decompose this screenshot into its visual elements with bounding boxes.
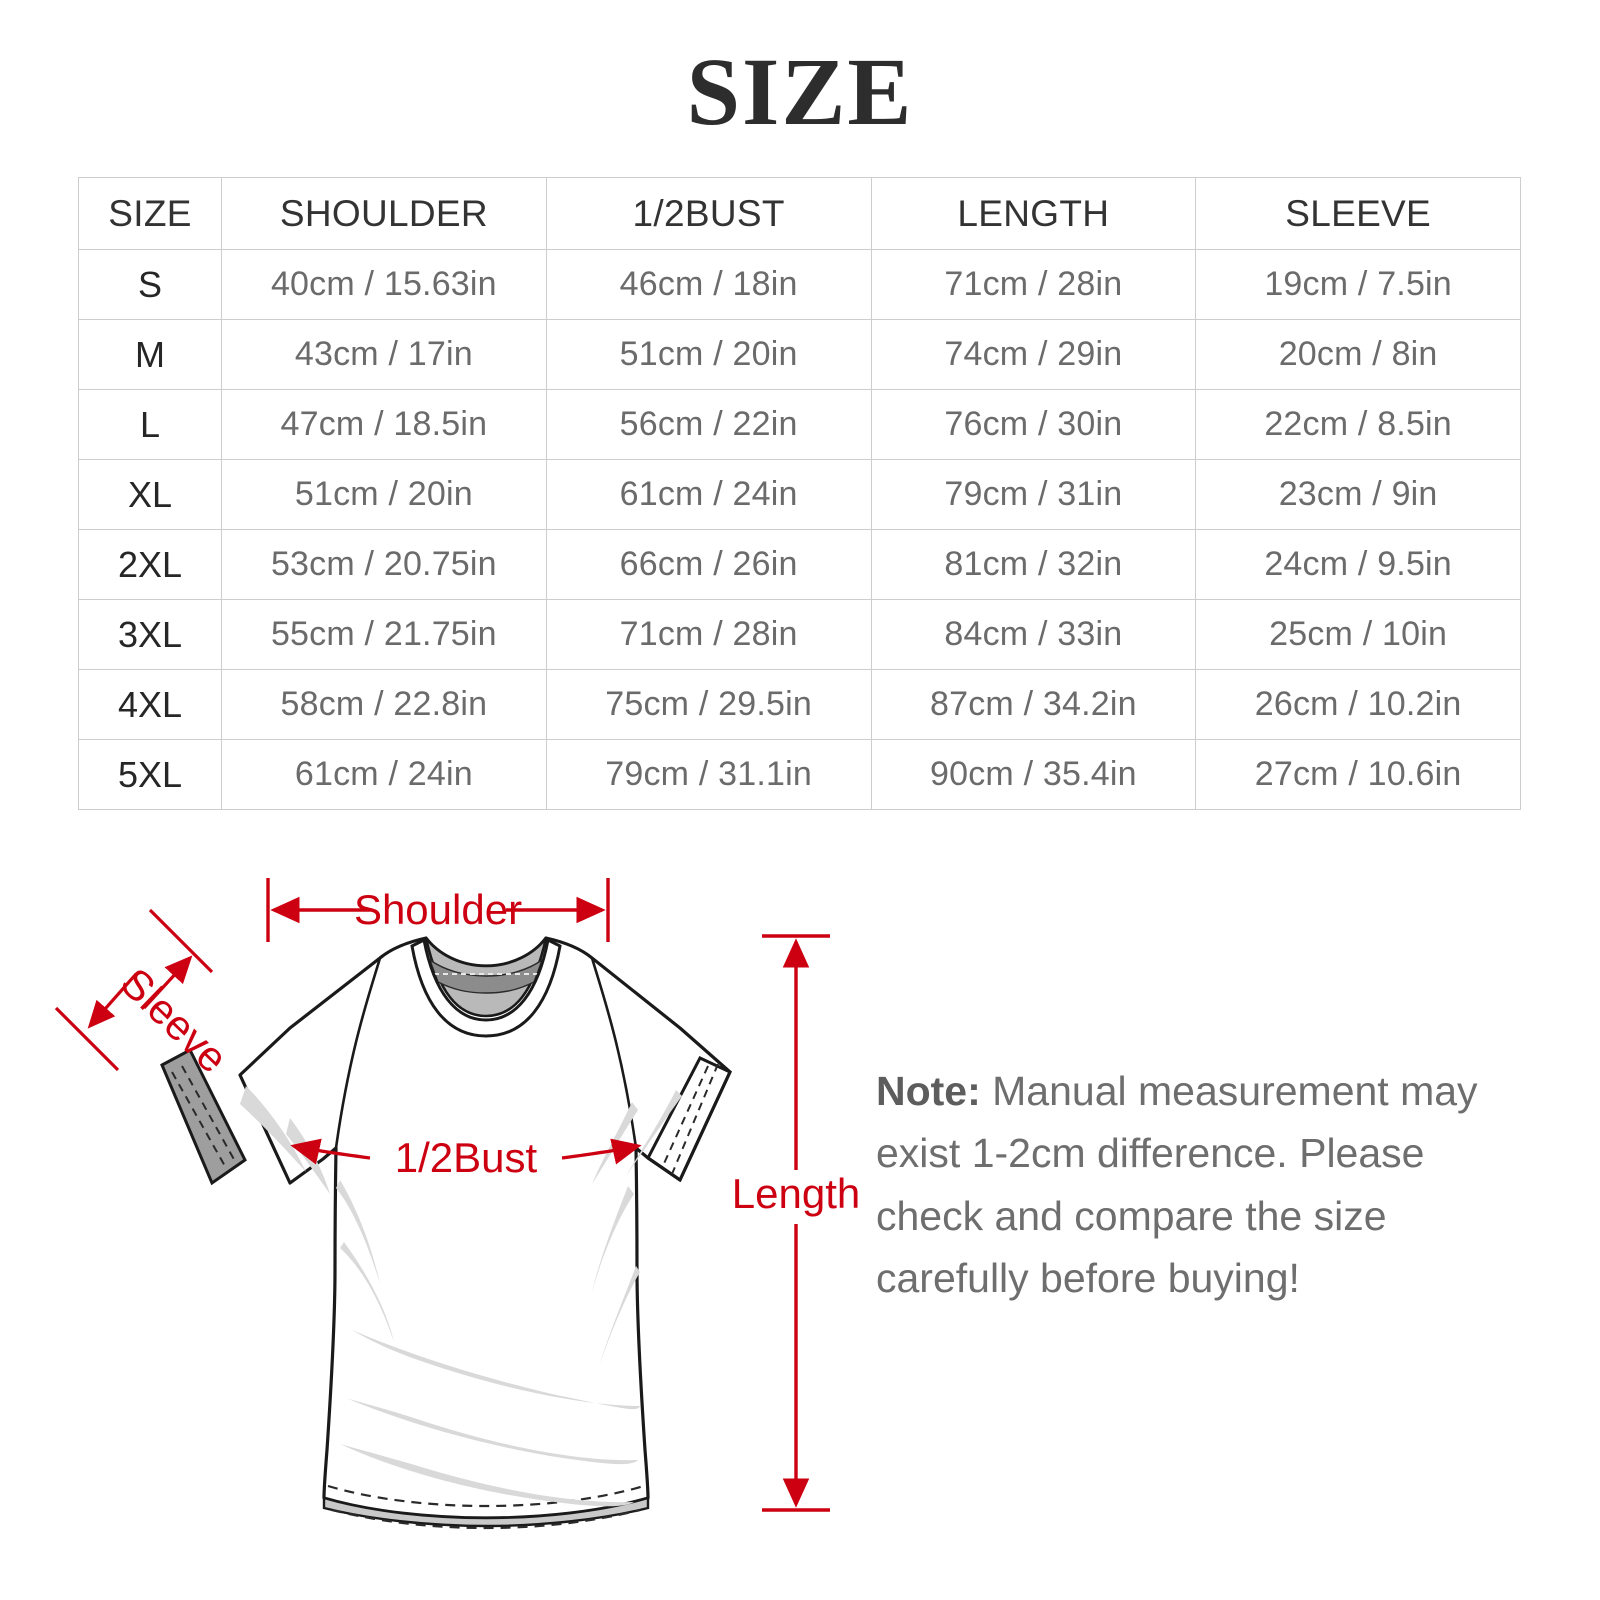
- table-row: S 40cm / 15.63in 46cm / 18in 71cm / 28in…: [78, 249, 1521, 320]
- cell-sleeve: 26cm / 10.2in: [1195, 669, 1521, 740]
- note-label: Note:: [876, 1068, 981, 1114]
- sleeve-dimension: [54, 908, 214, 1072]
- left-cuff: [160, 1047, 247, 1186]
- cell-bust: 51cm / 20in: [545, 319, 872, 390]
- bottom-hem-stitch-1: [327, 1484, 645, 1508]
- cell-shoulder: 61cm / 24in: [221, 739, 547, 810]
- cell-sleeve: 20cm / 8in: [1195, 319, 1521, 390]
- table-row: 2XL 53cm / 20.75in 66cm / 26in 81cm / 32…: [78, 529, 1521, 600]
- cell-shoulder: 58cm / 22.8in: [221, 669, 547, 740]
- cell-shoulder: 51cm / 20in: [221, 459, 547, 530]
- cell-sleeve: 23cm / 9in: [1195, 459, 1521, 530]
- cell-shoulder: 53cm / 20.75in: [221, 529, 547, 600]
- tshirt-measurement-diagram: Shoulder Sleeve 1/2Bust Le: [40, 850, 860, 1550]
- cell-size: 4XL: [78, 669, 222, 740]
- cell-bust: 56cm / 22in: [545, 389, 872, 460]
- tshirt-illustration: [160, 936, 732, 1530]
- cell-size: 2XL: [78, 529, 222, 600]
- column-header-length: LENGTH: [870, 177, 1197, 250]
- cell-length: 81cm / 32in: [870, 529, 1197, 600]
- cell-size: XL: [78, 459, 222, 530]
- sleeve-cap-bottom: [54, 1006, 120, 1072]
- cell-length: 79cm / 31in: [870, 459, 1197, 530]
- length-dimension: [762, 934, 830, 1512]
- cell-length: 84cm / 33in: [870, 599, 1197, 670]
- bust-arrow-left: [290, 1138, 371, 1165]
- cell-shoulder: 40cm / 15.63in: [221, 249, 547, 320]
- left-shoulder-seam: [334, 957, 382, 1149]
- fabric-shading: [240, 1086, 682, 1507]
- table-row: 5XL 61cm / 24in 79cm / 31.1in 90cm / 35.…: [78, 739, 1521, 810]
- cell-size: M: [78, 319, 222, 390]
- column-header-bust: 1/2BUST: [545, 177, 872, 250]
- table-row: L 47cm / 18.5in 56cm / 22in 76cm / 30in …: [78, 389, 1521, 460]
- cell-sleeve: 27cm / 10.6in: [1195, 739, 1521, 810]
- column-header-size: SIZE: [78, 177, 222, 250]
- cell-shoulder: 43cm / 17in: [221, 319, 547, 390]
- cell-bust: 46cm / 18in: [545, 249, 872, 320]
- cell-bust: 71cm / 28in: [545, 599, 872, 670]
- column-header-sleeve: SLEEVE: [1195, 177, 1521, 250]
- bust-label: 1/2Bust: [395, 1134, 538, 1181]
- cell-length: 74cm / 29in: [870, 319, 1197, 390]
- cell-bust: 61cm / 24in: [545, 459, 872, 530]
- bust-arrow-right: [561, 1138, 642, 1165]
- cell-length: 71cm / 28in: [870, 249, 1197, 320]
- cell-size: 3XL: [78, 599, 222, 670]
- cell-length: 90cm / 35.4in: [870, 739, 1197, 810]
- sleeve-cap-top: [148, 908, 214, 974]
- cell-size: 5XL: [78, 739, 222, 810]
- length-label: Length: [732, 1170, 860, 1217]
- right-cuff: [646, 1056, 732, 1183]
- shoulder-label: Shoulder: [354, 886, 522, 933]
- sleeve-arrow-down: [87, 972, 138, 1029]
- cell-bust: 66cm / 26in: [545, 529, 872, 600]
- cell-sleeve: 22cm / 8.5in: [1195, 389, 1521, 460]
- cell-sleeve: 24cm / 9.5in: [1195, 529, 1521, 600]
- sleeve-arrow-up: [142, 955, 193, 1010]
- cell-bust: 75cm / 29.5in: [545, 669, 872, 740]
- bust-dimension: [290, 1138, 642, 1165]
- measurement-note: Note: Manual measurement may exist 1-2cm…: [876, 1060, 1496, 1309]
- cell-size: L: [78, 389, 222, 460]
- collar-rib: [410, 937, 562, 1038]
- cell-length: 76cm / 30in: [870, 389, 1197, 460]
- cell-shoulder: 55cm / 21.75in: [221, 599, 547, 670]
- table-row: 3XL 55cm / 21.75in 71cm / 28in 84cm / 33…: [78, 599, 1521, 670]
- shoulder-dimension: [266, 878, 610, 942]
- column-header-shoulder: SHOULDER: [221, 177, 547, 250]
- size-chart-table: SIZE SHOULDER 1/2BUST LENGTH SLEEVE S 40…: [78, 177, 1521, 810]
- bottom-hem-stitch-2: [331, 1508, 641, 1530]
- cell-sleeve: 25cm / 10in: [1195, 599, 1521, 670]
- left-cuff-inner: [162, 1050, 245, 1183]
- cell-length: 87cm / 34.2in: [870, 669, 1197, 740]
- cell-bust: 79cm / 31.1in: [545, 739, 872, 810]
- note-text: Manual measurement may exist 1-2cm diffe…: [876, 1068, 1478, 1301]
- table-row: 4XL 58cm / 22.8in 75cm / 29.5in 87cm / 3…: [78, 669, 1521, 740]
- cell-size: S: [78, 249, 222, 320]
- table-row: M 43cm / 17in 51cm / 20in 74cm / 29in 20…: [78, 319, 1521, 390]
- cell-sleeve: 19cm / 7.5in: [1195, 249, 1521, 320]
- table-header-row: SIZE SHOULDER 1/2BUST LENGTH SLEEVE: [78, 177, 1521, 250]
- cell-shoulder: 47cm / 18.5in: [221, 389, 547, 460]
- page-title: SIZE: [686, 38, 914, 145]
- table-row: XL 51cm / 20in 61cm / 24in 79cm / 31in 2…: [78, 459, 1521, 530]
